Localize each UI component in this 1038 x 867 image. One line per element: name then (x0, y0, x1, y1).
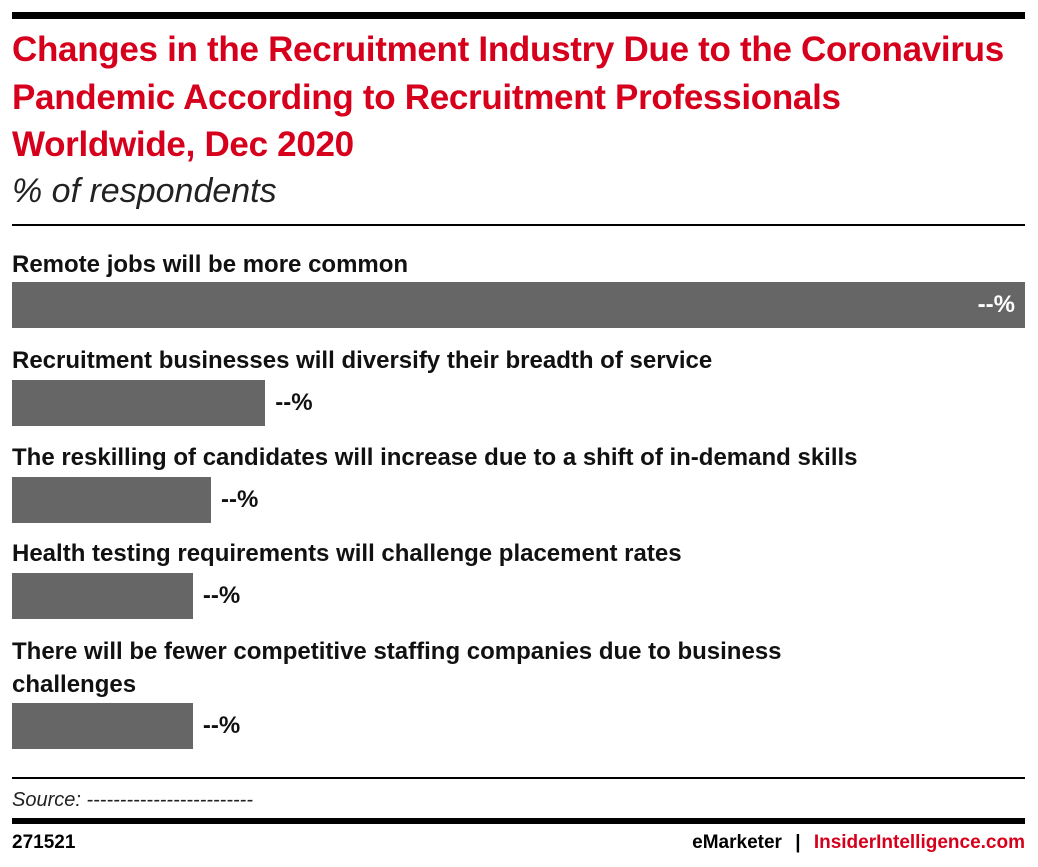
brand-name: eMarketer (692, 832, 782, 853)
value-label: --% (275, 389, 313, 416)
category-label: Remote jobs will be more common (12, 251, 409, 278)
category-label: Recruitment businesses will diversify th… (12, 347, 713, 374)
category-label: There will be fewer competitive staffing… (12, 638, 782, 698)
value-label: --% (202, 712, 241, 739)
value-label: --% (202, 582, 241, 609)
bar (12, 380, 266, 426)
source: Source: ------------------------- (12, 789, 253, 811)
chart-subtitle: % of respondents (12, 172, 277, 210)
value-label: --% (977, 291, 1015, 318)
bar (12, 573, 193, 619)
separator: | (795, 832, 801, 853)
site: InsiderIntelligence.com (813, 832, 1025, 853)
top-rule (12, 12, 1025, 19)
category-label: Health testing requirements will challen… (12, 540, 682, 567)
bar (12, 477, 211, 523)
chart-id: 271521 (12, 832, 76, 853)
bar (12, 282, 1025, 328)
bottom-rule (12, 818, 1025, 824)
value-label: --% (220, 486, 259, 513)
category-label: The reskilling of candidates will increa… (12, 444, 858, 471)
bar (12, 703, 193, 749)
chart-title: Changes in the Recruitment Industry Due … (12, 30, 1004, 164)
brand: eMarketer | InsiderIntelligence.com (692, 832, 1025, 854)
rule (12, 224, 1025, 226)
rule (12, 777, 1025, 779)
